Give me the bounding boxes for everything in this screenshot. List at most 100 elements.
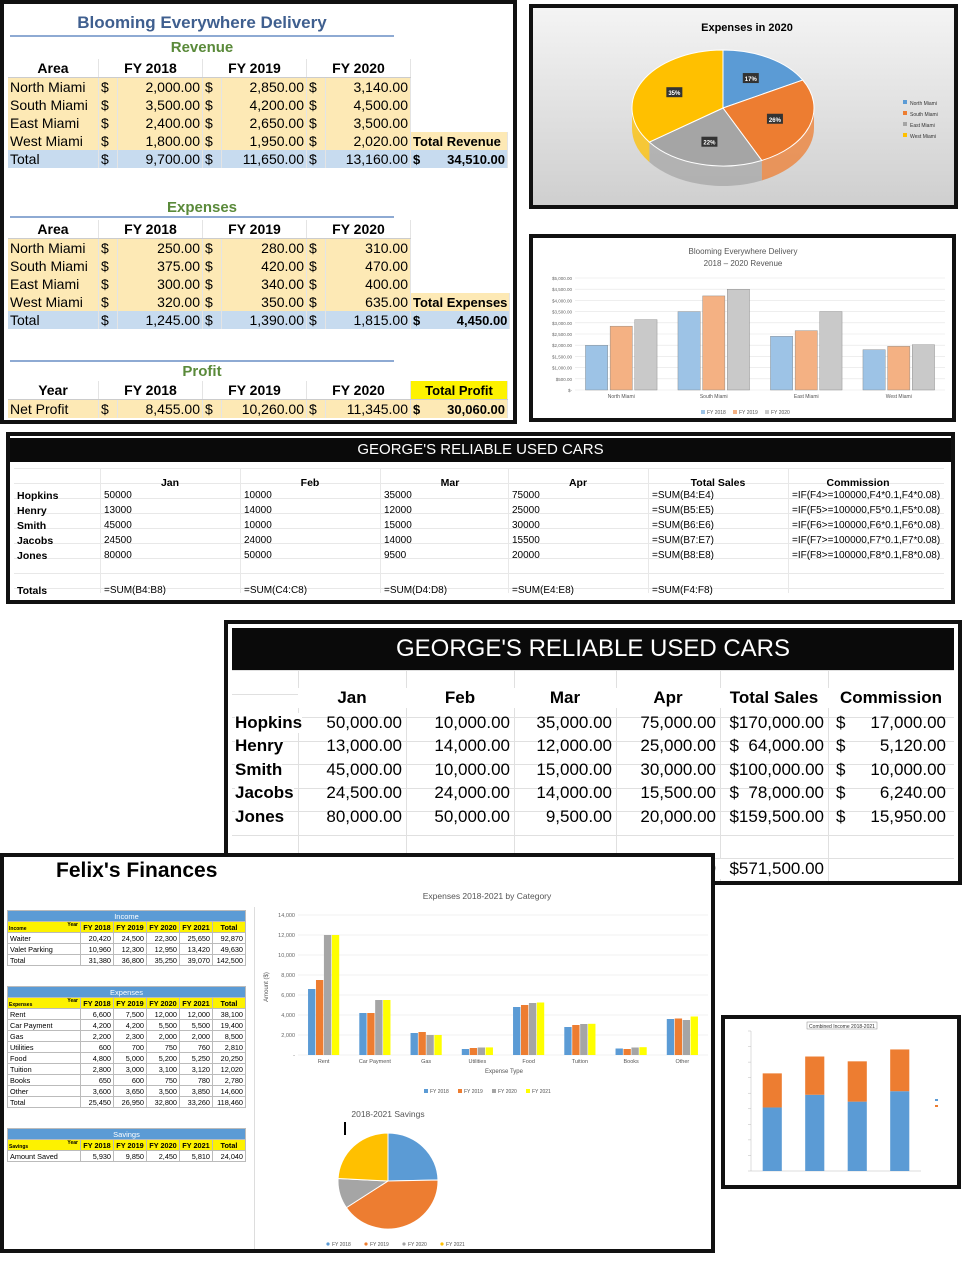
legend-label: FY 2021 bbox=[532, 1089, 551, 1095]
cell-value: 25,650 bbox=[179, 932, 213, 944]
currency-sign: $ bbox=[306, 114, 326, 132]
cell-value: 15000 bbox=[384, 520, 412, 531]
cell-value: 17,000.00 bbox=[870, 712, 946, 732]
cell-value: 1,815.00 bbox=[325, 311, 411, 329]
cell-value: 3,850 bbox=[179, 1085, 213, 1097]
cell-value: 30,000.00 bbox=[640, 759, 716, 779]
cell-value: 3,000 bbox=[113, 1063, 147, 1075]
currency-sign: $ bbox=[306, 399, 326, 418]
cell-value: $170,000.00 bbox=[729, 712, 824, 732]
corner-year: Year bbox=[67, 1140, 78, 1146]
table-row: Waiter 20,420 24,500 22,300 25,650 92,870 bbox=[7, 932, 246, 944]
gridline bbox=[828, 670, 829, 881]
header-row: Year FY 2018 FY 2019 FY 2020 Total Profit bbox=[8, 381, 508, 400]
currency-sign: $ bbox=[306, 293, 326, 311]
currency-sign: $ bbox=[306, 96, 326, 114]
chart-title: Combined Income 2018-2021 bbox=[809, 1024, 875, 1030]
y-tick-label: 10,000 bbox=[278, 953, 295, 959]
year-header: Total bbox=[212, 921, 246, 933]
y-tick-label: 14,000 bbox=[278, 913, 295, 919]
cell-value: 24,500 bbox=[113, 932, 147, 944]
row-label: Total bbox=[8, 150, 99, 168]
gridline bbox=[508, 468, 509, 593]
table-row: West Miami $320.00 $350.00 $635.00 Total Exp… bbox=[8, 293, 511, 311]
cell-value: $100,000.00 bbox=[729, 759, 824, 779]
table-row: Tuition 2,800 3,000 3,100 3,120 12,020 bbox=[7, 1063, 246, 1075]
legend-label: FY 2020 bbox=[771, 410, 790, 416]
bar bbox=[890, 1049, 910, 1092]
gridline bbox=[380, 468, 381, 593]
col-header: Mar bbox=[514, 688, 616, 708]
table-row: North Miami $2,000.00 $2,850.00 $3,140.00 bbox=[8, 77, 508, 96]
gridline bbox=[616, 670, 617, 881]
cell-value: 39,070 bbox=[179, 954, 213, 966]
bar bbox=[887, 346, 911, 391]
pie-slice-side bbox=[761, 108, 814, 181]
cell-value: 700 bbox=[113, 1041, 147, 1053]
row-label: East Miami bbox=[8, 114, 99, 132]
data-label: 35% bbox=[668, 91, 681, 97]
legend-label: FY 2018 bbox=[430, 1089, 449, 1095]
table-row: West Miami $1,800.00 $1,950.00 $2,020.00 Tot… bbox=[8, 132, 508, 150]
legend-label: FY 2018 bbox=[332, 1242, 351, 1248]
currency-sign: $ bbox=[202, 399, 222, 418]
cell-value: 600 bbox=[80, 1041, 114, 1053]
row-label: Valet Parking bbox=[7, 943, 81, 955]
y-tick-label: 6,000 bbox=[281, 993, 295, 999]
data-label-box bbox=[766, 113, 783, 124]
cell-value: 13,160.00 bbox=[325, 150, 411, 168]
bar bbox=[528, 1003, 537, 1055]
cell-value: 5,000 bbox=[113, 1052, 147, 1064]
cell-value: $ 78,000.00 bbox=[729, 783, 824, 802]
bar bbox=[615, 1048, 623, 1055]
col-header: Apr bbox=[568, 477, 588, 489]
row-label: West Miami bbox=[8, 293, 99, 311]
bar bbox=[674, 1018, 683, 1055]
sheet-title: Blooming Everywhere Delivery bbox=[10, 10, 394, 37]
cell-value: 9500 bbox=[384, 550, 407, 561]
bar bbox=[477, 1047, 486, 1055]
table-row: Total 25,450 26,950 32,800 33,260 118,460 bbox=[7, 1096, 246, 1108]
cell-value: 2,020.00 bbox=[325, 132, 411, 150]
table-row: North Miami $250.00 $280.00 $310.00 bbox=[8, 238, 510, 257]
year-header: FY 2020 bbox=[146, 1139, 180, 1151]
row-label: Waiter bbox=[7, 932, 81, 944]
cell-value: 25,450 bbox=[80, 1096, 114, 1108]
table-row: Amount Saved 5,930 9,850 2,450 5,810 24,040 bbox=[7, 1150, 246, 1162]
cell-value: 760 bbox=[179, 1041, 213, 1053]
cell-value: 12,000 bbox=[179, 1008, 213, 1020]
bar bbox=[359, 1013, 367, 1055]
cell-value: 35,250 bbox=[146, 954, 180, 966]
cars-formula-sheet: GEORGE'S RELIABLE USED CARS Jan Feb Mar Apr… bbox=[6, 432, 955, 604]
year-header: FY 2020 bbox=[146, 921, 180, 933]
currency-sign: $ bbox=[98, 311, 118, 329]
header-row: Area FY 2018 FY 2019 FY 2020 bbox=[8, 59, 508, 78]
currency-sign: $ bbox=[836, 806, 846, 826]
row-label: Smith bbox=[17, 520, 47, 532]
y-tick-label: 8,000 bbox=[281, 973, 295, 979]
bar bbox=[580, 1024, 588, 1055]
pie-slice bbox=[345, 1179, 439, 1230]
row-label: Jones bbox=[17, 550, 48, 562]
currency-sign: $ bbox=[202, 150, 222, 168]
year-header: FY 2020 bbox=[146, 997, 180, 1009]
data-label: 17% bbox=[745, 77, 758, 83]
cell-value: 3,500.00 bbox=[325, 114, 411, 132]
cell-value: 12,000 bbox=[146, 1008, 180, 1020]
currency-sign: $ bbox=[98, 114, 118, 132]
col-header: Feb bbox=[300, 477, 320, 489]
x-tick-label: South Miami bbox=[700, 394, 728, 400]
bar bbox=[690, 1016, 698, 1055]
currency-sign: $ bbox=[202, 311, 222, 329]
row-label: Smith bbox=[235, 759, 283, 780]
col-header: FY 2020 bbox=[306, 220, 411, 239]
cell-value: 5,810 bbox=[179, 1150, 213, 1162]
x-tick-label: Books bbox=[623, 1059, 639, 1065]
row-label: South Miami bbox=[8, 96, 99, 114]
col-header: Jan bbox=[160, 477, 180, 489]
cell-value: 300.00 bbox=[117, 275, 203, 293]
cell-value: 12,000.00 bbox=[536, 736, 612, 755]
cell-value: 25000 bbox=[512, 505, 540, 516]
cars-values-grid: Jan Feb Mar Apr Total Sales Commission Hopkins… bbox=[232, 670, 954, 881]
cell-value: 2,300 bbox=[113, 1030, 147, 1042]
